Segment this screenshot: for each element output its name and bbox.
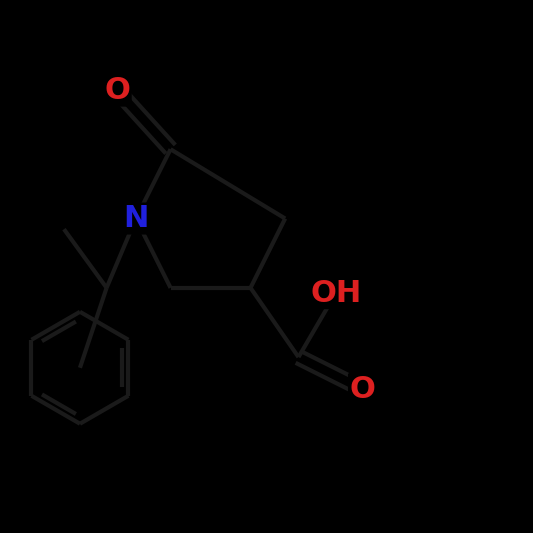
Text: O: O — [350, 375, 375, 403]
Text: N: N — [123, 204, 149, 233]
Text: OH: OH — [310, 279, 361, 308]
Text: O: O — [104, 76, 130, 105]
